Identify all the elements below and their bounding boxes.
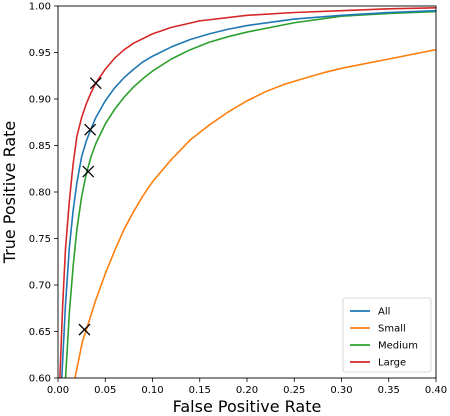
y-tick-label: 0.85 — [29, 141, 51, 152]
y-tick-label: 0.70 — [29, 281, 51, 292]
legend: All Small Medium Large — [342, 297, 432, 373]
series-line-large — [59, 7, 436, 378]
y-tick-label: 0.65 — [29, 327, 51, 338]
x-tick-label: 0.35 — [378, 385, 400, 396]
series-line-small — [74, 48, 436, 378]
marker-all — [84, 123, 97, 136]
legend-label-medium: Medium — [378, 341, 418, 352]
y-tick-label: 0.75 — [29, 234, 51, 245]
legend-label-small: Small — [378, 324, 406, 335]
y-tick-label: 0.90 — [29, 95, 51, 106]
legend-box — [342, 297, 432, 373]
x-axis-label: False Positive Rate — [173, 397, 322, 416]
y-tick-label: 1.00 — [29, 2, 51, 13]
legend-label-all: All — [378, 307, 390, 318]
y-axis: 0.60 0.65 0.70 0.75 0.80 0.85 0.90 0.95 1.00 — [29, 2, 58, 385]
y-tick-label: 0.80 — [29, 188, 51, 199]
series-line-all — [60, 9, 436, 378]
x-tick-label: 0.10 — [141, 385, 163, 396]
x-tick-label: 0.30 — [330, 385, 352, 396]
x-axis: 0.00 0.05 0.10 0.15 0.20 0.25 0.30 0.35 0.40 — [47, 378, 447, 396]
y-axis-label: True Positive Rate — [0, 121, 19, 265]
marker-large — [89, 77, 102, 90]
x-tick-label: 0.40 — [425, 385, 447, 396]
y-tick-label: 0.60 — [29, 374, 51, 385]
x-tick-label: 0.25 — [283, 385, 305, 396]
marker-small — [78, 323, 91, 336]
series-layer — [59, 7, 436, 378]
x-tick-label: 0.05 — [94, 385, 116, 396]
marker-layer — [78, 77, 102, 336]
series-line-medium — [64, 10, 436, 378]
x-tick-label: 0.20 — [236, 385, 258, 396]
x-tick-label: 0.15 — [189, 385, 211, 396]
y-tick-label: 0.95 — [29, 48, 51, 59]
marker-medium — [82, 165, 95, 178]
legend-label-large: Large — [378, 358, 406, 369]
x-tick-label: 0.00 — [47, 385, 69, 396]
